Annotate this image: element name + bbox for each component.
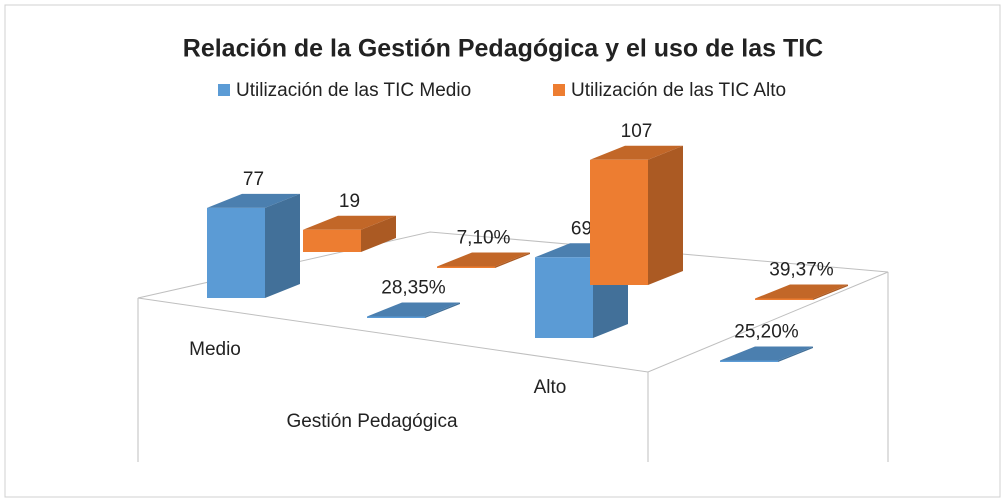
data-label: 7,10% <box>457 228 511 249</box>
bar-front <box>535 257 593 338</box>
x-axis-title: Gestión Pedagógica <box>286 411 458 432</box>
floor <box>137 231 889 462</box>
data-label: 69 <box>571 218 592 239</box>
data-label: 77 <box>243 169 264 190</box>
x-tick-label: Medio <box>189 339 241 360</box>
bar <box>367 302 460 318</box>
data-label: 19 <box>339 191 360 212</box>
bar-top <box>437 252 530 267</box>
bar-top <box>303 215 396 230</box>
bar-front <box>437 266 495 268</box>
bar-front <box>590 159 648 285</box>
chart-title: Relación de la Gestión Pedagógica y el u… <box>183 35 823 63</box>
x-tick-label: Alto <box>534 377 567 398</box>
data-label: 39,37% <box>769 260 834 281</box>
data-label: 107 <box>621 121 653 142</box>
bar-front <box>303 229 361 252</box>
bar-side <box>495 252 530 268</box>
bar-front <box>367 316 425 318</box>
bar-side <box>778 346 813 362</box>
bar <box>437 252 530 268</box>
bar <box>590 145 683 285</box>
bar <box>755 284 848 300</box>
bar <box>303 215 396 252</box>
bar <box>207 193 300 298</box>
bar-front <box>207 207 265 298</box>
data-label: 28,35% <box>381 278 446 299</box>
bar-side <box>648 145 683 285</box>
bar-top <box>755 284 848 299</box>
bar-top <box>367 302 460 317</box>
bar-front <box>755 298 813 300</box>
bar-top <box>590 145 683 160</box>
bar-side <box>425 302 460 318</box>
bar <box>720 346 813 362</box>
bar-side <box>813 284 848 300</box>
bar-side <box>265 193 300 298</box>
legend-swatch <box>553 84 565 96</box>
legend-label: Utilización de las TIC Medio <box>236 80 471 101</box>
bar-side <box>361 215 396 252</box>
data-label: 25,20% <box>734 322 799 343</box>
bar-top <box>720 346 813 361</box>
legend-swatch <box>218 84 230 96</box>
bar-top <box>207 193 300 208</box>
bar-front <box>720 360 778 362</box>
legend-label: Utilización de las TIC Alto <box>571 80 786 101</box>
